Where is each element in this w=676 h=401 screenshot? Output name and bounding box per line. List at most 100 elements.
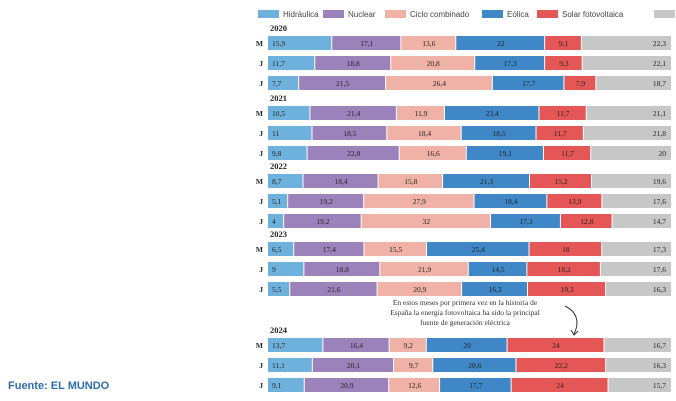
bar-segment <box>268 262 304 276</box>
value-label: 22,8 <box>347 149 360 158</box>
bar-segment <box>433 358 516 372</box>
value-label: 9,8 <box>272 149 282 158</box>
value-label: 32 <box>423 217 431 226</box>
month-label: J <box>259 285 263 294</box>
bar-segment <box>527 262 600 276</box>
bar-segment <box>608 378 671 392</box>
year-label: 2021 <box>270 93 287 103</box>
bar-segment <box>323 338 389 352</box>
bar-segment <box>268 378 304 392</box>
value-label: 9,1 <box>272 381 282 390</box>
value-label: 17,6 <box>653 197 666 206</box>
value-label: 9,7 <box>409 361 419 370</box>
bar-segment <box>399 146 466 160</box>
bar-segment <box>268 214 284 228</box>
bar-segment <box>290 282 377 296</box>
bar-segment <box>391 56 475 70</box>
value-label: 9,2 <box>404 341 414 350</box>
bar-segment <box>547 194 602 208</box>
year-label: 2020 <box>270 23 287 33</box>
month-label: J <box>259 129 263 138</box>
value-label: 8,7 <box>272 177 282 186</box>
value-label: 18,5 <box>493 129 506 138</box>
bar-segment <box>315 56 391 70</box>
value-label: 12,8 <box>580 217 593 226</box>
bar-segment <box>606 358 671 372</box>
value-label: 17,7 <box>469 381 482 390</box>
value-label: 4 <box>272 217 276 226</box>
value-label: 18,4 <box>418 129 431 138</box>
bar-segment <box>268 282 290 296</box>
bar-segment <box>602 194 671 208</box>
bar-segment <box>268 174 303 188</box>
bar-segment <box>303 174 378 188</box>
bar-segment <box>543 146 591 160</box>
bar-segment <box>389 378 440 392</box>
bar-segment <box>528 282 606 296</box>
month-label: J <box>259 197 263 206</box>
bar-segment <box>387 126 461 140</box>
value-label: 19,1 <box>499 149 512 158</box>
value-label: 18,5 <box>343 129 356 138</box>
bar-segment <box>268 106 310 120</box>
bar-segment <box>386 76 492 90</box>
bar-segment <box>268 126 312 140</box>
bar-segment <box>268 194 288 208</box>
value-label: 22 <box>497 39 505 48</box>
bar-segment <box>564 76 596 90</box>
bar-segment <box>596 76 671 90</box>
value-label: 15,8 <box>404 177 417 186</box>
annotation-arrow <box>564 305 578 335</box>
legend-swatch <box>654 10 675 18</box>
bar-segment <box>310 106 396 120</box>
value-label: 15,9 <box>272 39 285 48</box>
legend-swatch <box>323 10 344 18</box>
value-label: 21,6 <box>327 285 340 294</box>
bar-segment <box>492 76 564 90</box>
month-label: M <box>256 341 263 350</box>
bar-segment <box>427 242 529 256</box>
bar-segment <box>312 358 394 372</box>
annotation-arrowhead <box>570 329 579 336</box>
value-label: 11,7 <box>561 149 574 158</box>
bar-segment <box>468 262 527 276</box>
bar-segment <box>332 36 401 50</box>
bar-segment <box>288 194 364 208</box>
bar-segment <box>529 174 592 188</box>
legend-label: Ciclo combinado <box>410 10 470 19</box>
bar-segment <box>268 338 323 352</box>
bar-segment <box>440 378 511 392</box>
bar-segment <box>268 242 294 256</box>
bar-segment <box>299 76 386 90</box>
value-label: 11,9 <box>414 109 427 118</box>
value-label: 18,2 <box>558 265 571 274</box>
bar-segment <box>606 282 671 296</box>
value-label: 20,9 <box>340 381 353 390</box>
value-label: 20 <box>463 341 471 350</box>
value-label: 23,4 <box>486 109 499 118</box>
year-label: 2023 <box>270 229 287 239</box>
bar-segment <box>361 214 491 228</box>
month-label: J <box>259 381 263 390</box>
bar-segment <box>394 358 433 372</box>
bar-segment <box>268 36 332 50</box>
legend-label: Nuclear <box>348 10 376 19</box>
value-label: 16,6 <box>427 149 440 158</box>
bar-segment <box>475 56 545 70</box>
value-label: 7,7 <box>272 79 282 88</box>
value-label: 26,4 <box>433 79 446 88</box>
bar-segment <box>268 76 299 90</box>
value-label: 15,7 <box>653 381 666 390</box>
bar-segment <box>516 358 606 372</box>
month-label: J <box>259 217 263 226</box>
bar-segment <box>461 126 536 140</box>
annotation-text: En estos meses por primera vez en la his… <box>393 298 538 307</box>
bar-segment <box>304 378 389 392</box>
annotation-text: España la energía fotovoltaica ha sido l… <box>390 308 540 317</box>
value-label: 22,1 <box>653 59 666 68</box>
bar-segment <box>462 282 528 296</box>
legend-label: Hidráulica <box>283 10 319 19</box>
value-label: 24 <box>556 381 564 390</box>
value-label: 16,4 <box>350 341 363 350</box>
